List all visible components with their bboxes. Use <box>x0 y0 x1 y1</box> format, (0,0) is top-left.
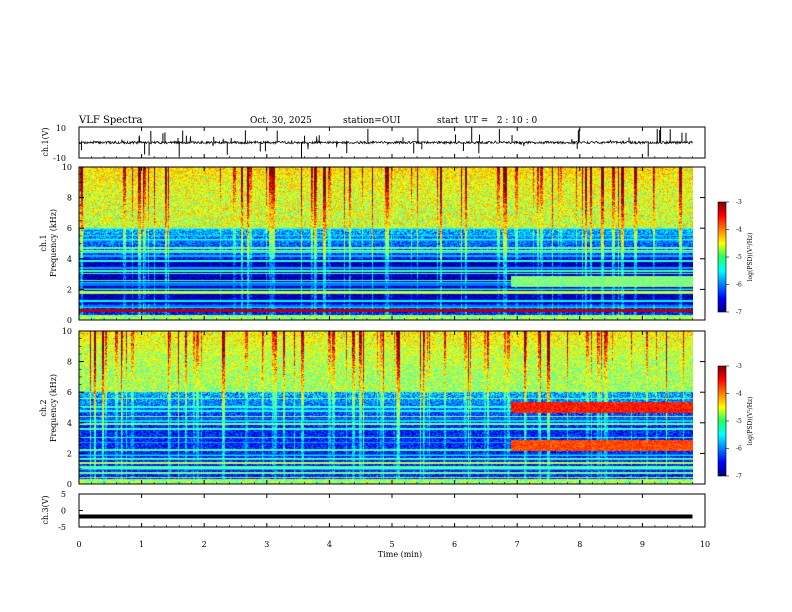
ch2-spectrogram-panel: 0 2 4 6 8 10 ch.2 Frequency (kHz) <box>39 327 706 489</box>
spec-ytick-label: 0 <box>67 316 72 325</box>
ch2-spectrogram-image <box>79 331 693 484</box>
colorbar-tick-label: -4 <box>736 227 742 234</box>
colorbar-tick-label: -7 <box>736 473 742 480</box>
spec-ytick-label: 4 <box>67 419 72 428</box>
x-axis-label: Time (min) <box>378 550 422 559</box>
ch3-ytick-label: 0 <box>61 507 66 516</box>
x-tick-label: 7 <box>515 540 520 549</box>
ch1-waveform-line <box>78 135 693 150</box>
x-tick-label: 2 <box>202 540 207 549</box>
ch1-ylabel: ch.1(V) <box>41 127 50 156</box>
x-tick-label: 3 <box>264 540 269 549</box>
ch1-ytick-top: 10 <box>56 124 66 133</box>
spec-ytick-label: 2 <box>67 285 72 294</box>
spec-ytick-label: 8 <box>67 358 72 367</box>
colorbar-tick-label: -3 <box>736 363 742 370</box>
ch1-colorbar-label: log(PSD)(V²/Hz) <box>747 233 754 282</box>
figure-title: VLF Spectra <box>78 115 143 126</box>
x-tick-label: 8 <box>577 540 582 549</box>
ch2-colorbar: -3 -4 -5 -6 -7 log(PSD)(V²/Hz) <box>717 363 754 480</box>
ch3-yticks: 5 0 -5 <box>58 490 83 532</box>
ch2-colorbar-label: log(PSD)(V²/Hz) <box>747 397 754 446</box>
ch2-spectrogram-yticks: 0 2 4 6 8 10 <box>62 327 705 489</box>
ch1-ytick-bottom: -10 <box>53 154 66 163</box>
x-tick-label: 9 <box>640 540 645 549</box>
spec-ytick-label: 0 <box>67 480 72 489</box>
date-label: Oct. 30, 2025 <box>250 116 312 126</box>
colorbar-tick-label: -5 <box>736 418 742 425</box>
ch1-colorbar: -3 -4 -5 -6 -7 log(PSD)(V²/Hz) <box>717 199 754 316</box>
spec-ytick-label: 6 <box>67 224 72 233</box>
spec-ytick-label: 2 <box>67 449 72 458</box>
colorbar-tick-label: -7 <box>736 309 742 316</box>
spec-ytick-label: 4 <box>67 255 72 264</box>
x-tick-label: 10 <box>700 540 710 549</box>
ch1-waveform-panel: 10 -10 ch.1(V) <box>41 124 706 163</box>
ch1-spectrogram-yticks: 0 2 4 6 8 10 <box>62 163 705 325</box>
spec-ytick-label: 10 <box>62 327 72 336</box>
x-tick-label: 6 <box>452 540 457 549</box>
ch3-ytick-label: -5 <box>58 523 66 532</box>
ch3-ytick-label: 5 <box>61 490 66 499</box>
ch3-panel: 5 0 -5 ch.3(V) <box>41 490 706 532</box>
ch1-colorbar-ticks: -3 -4 -5 -6 -7 <box>726 199 742 316</box>
ch2-colorbar-ticks: -3 -4 -5 -6 -7 <box>726 363 742 480</box>
x-axis-ticks: 0 1 2 3 4 5 6 7 8 9 10 <box>76 127 710 549</box>
ch1-spectrogram-ylabel-line2: Frequency (kHz) <box>49 209 58 277</box>
ch2-spectrogram-ylabel-line2: Frequency (kHz) <box>49 374 58 442</box>
ch3-ylabel: ch.3(V) <box>41 495 50 524</box>
ch2-colorbar-bar <box>717 365 727 477</box>
colorbar-tick-label: -6 <box>736 446 742 453</box>
x-tick-label: 5 <box>389 540 394 549</box>
ch1-spectrogram-ylabel: ch.1 Frequency (kHz) <box>39 209 58 277</box>
ch1-spectrogram-ylabel-line1: ch.1 <box>39 234 48 251</box>
colorbar-tick-label: -4 <box>736 391 742 398</box>
ch1-spectrogram-panel: 0 2 4 6 8 10 ch.1 Frequency (kHz) <box>39 163 706 325</box>
ch3-frame <box>78 493 706 528</box>
x-tick-label: 1 <box>139 540 144 549</box>
spec-ytick-label: 6 <box>67 388 72 397</box>
ch2-spectrogram-ylabel: ch.2 Frequency (kHz) <box>39 374 58 442</box>
ch1-spectrogram-image <box>79 167 693 320</box>
ch1-waveform-trace <box>78 126 693 159</box>
ch1-colorbar-bar <box>717 201 727 313</box>
start-time-label: start UT = 2 : 10 : 0 <box>437 116 538 126</box>
colorbar-tick-label: -5 <box>736 254 742 261</box>
ch2-spectrogram-ylabel-line1: ch.2 <box>39 399 48 416</box>
spec-ytick-label: 8 <box>67 194 72 203</box>
x-tick-label: 0 <box>76 540 81 549</box>
station-label: station=OUI <box>343 116 401 126</box>
x-tick-label: 4 <box>327 540 332 549</box>
colorbar-tick-label: -3 <box>736 199 742 206</box>
spec-ytick-label: 10 <box>62 163 72 172</box>
colorbar-tick-label: -6 <box>736 282 742 289</box>
